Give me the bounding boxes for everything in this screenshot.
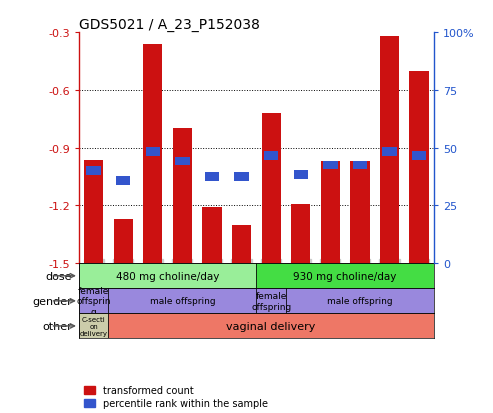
Text: female
offsprin
g: female offsprin g — [76, 286, 111, 316]
Text: other: other — [42, 321, 72, 331]
Bar — [173, 129, 192, 263]
Bar — [86, 167, 101, 176]
Bar — [79, 313, 108, 339]
Text: female
offspring: female offspring — [251, 292, 291, 311]
Bar — [84, 161, 103, 263]
Bar — [352, 161, 367, 170]
Bar — [409, 71, 429, 263]
Text: C-secti
on
delivery: C-secti on delivery — [80, 316, 107, 336]
Bar — [256, 33, 286, 263]
Bar — [382, 148, 397, 157]
Bar — [320, 162, 340, 263]
Bar — [316, 33, 345, 263]
Text: gender: gender — [32, 296, 72, 306]
Bar — [168, 33, 197, 263]
Bar — [256, 263, 434, 289]
Bar — [79, 33, 108, 263]
Text: 930 mg choline/day: 930 mg choline/day — [293, 271, 397, 281]
Bar — [79, 263, 256, 289]
Bar — [293, 171, 308, 180]
Text: male offspring: male offspring — [149, 297, 215, 306]
Bar — [234, 173, 249, 181]
Bar — [108, 33, 138, 263]
Bar — [202, 208, 221, 263]
Bar — [138, 33, 168, 263]
Bar — [264, 152, 279, 160]
Bar — [116, 177, 131, 185]
Bar — [286, 289, 434, 313]
Bar — [145, 148, 160, 157]
Bar — [79, 289, 108, 313]
Text: vaginal delivery: vaginal delivery — [226, 321, 316, 331]
Text: 480 mg choline/day: 480 mg choline/day — [116, 271, 219, 281]
Bar — [323, 161, 338, 170]
Bar — [227, 33, 256, 263]
Bar — [113, 219, 133, 263]
Bar — [197, 33, 227, 263]
Legend: transformed count, percentile rank within the sample: transformed count, percentile rank withi… — [84, 385, 268, 408]
Bar — [345, 33, 375, 263]
Bar — [350, 162, 370, 263]
Bar — [256, 289, 286, 313]
Bar — [232, 225, 251, 263]
Bar — [380, 37, 399, 263]
Bar — [143, 45, 163, 263]
Bar — [261, 114, 281, 263]
Text: GDS5021 / A_23_P152038: GDS5021 / A_23_P152038 — [79, 18, 260, 32]
Bar — [412, 152, 426, 160]
Bar — [404, 33, 434, 263]
Bar — [108, 289, 256, 313]
Bar — [286, 33, 316, 263]
Text: male offspring: male offspring — [327, 297, 393, 306]
Text: dose: dose — [45, 271, 72, 281]
Bar — [291, 204, 311, 263]
Bar — [175, 157, 190, 166]
Bar — [205, 173, 219, 181]
Bar — [375, 33, 404, 263]
